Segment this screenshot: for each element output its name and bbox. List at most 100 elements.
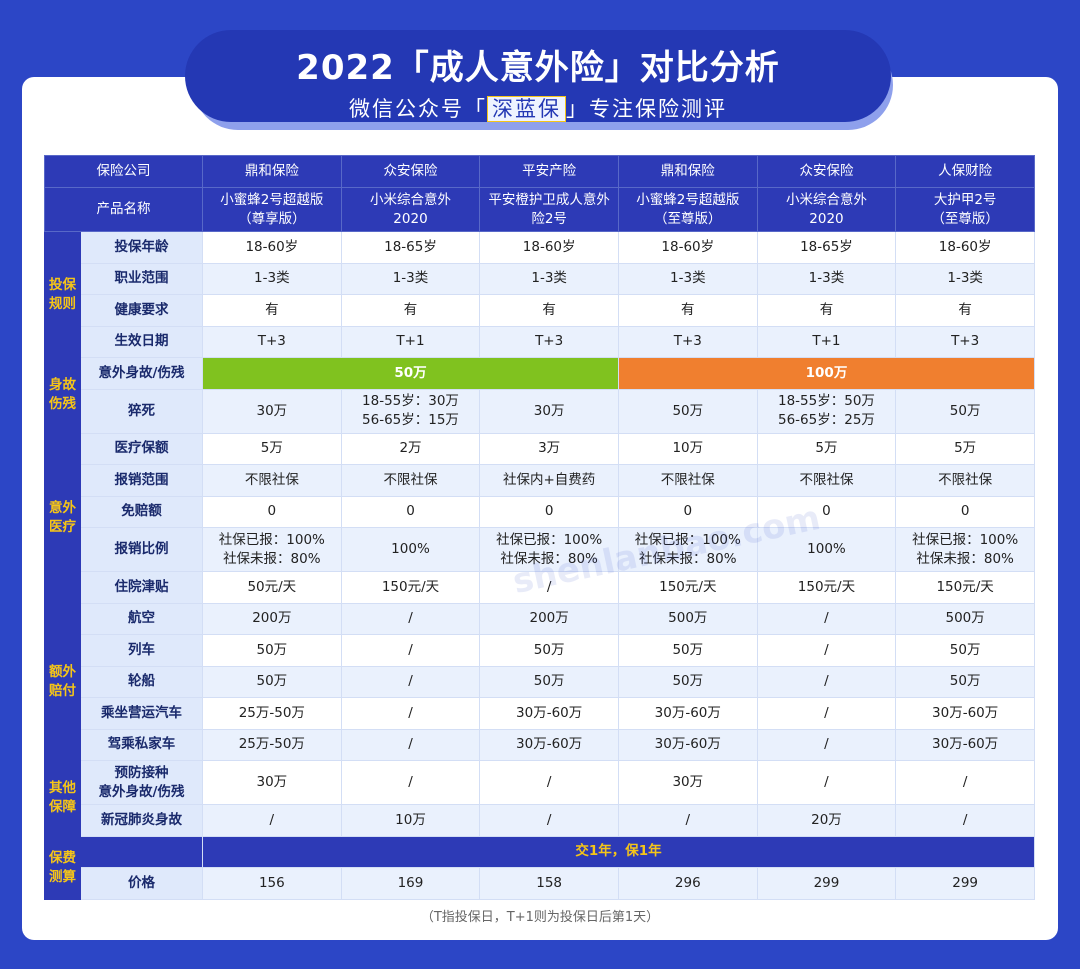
cell-text: 5万 (260, 440, 283, 457)
value-cell: 200万 (479, 602, 619, 635)
cell-text: 50万 (949, 641, 981, 658)
cell-text: / (408, 610, 413, 627)
cell-text: / (408, 736, 413, 753)
text-line: 大护甲2号 (933, 191, 997, 208)
cell-text: / (824, 673, 829, 690)
value-cell: 100万 (617, 357, 1036, 390)
value-cell: 社保已报：100% 社保未报：80% (479, 527, 619, 572)
title-banner: 2022「成人意外险」对比分析 微信公众号「 深蓝保 」专注保险测评 (185, 30, 891, 122)
value-cell: 30万-60万 (479, 728, 619, 761)
value-cell: 25万-50万 (202, 728, 342, 761)
cell-text: 18-65岁 (384, 238, 437, 255)
cell-text: 200万 (252, 610, 292, 627)
row-label: 价格 (80, 867, 203, 900)
text-line: 平安橙护卫成人意外 (488, 191, 610, 208)
value-cell: 50万 (617, 634, 758, 667)
text-line: 小蜜蜂2号超越版 (636, 191, 740, 208)
text-line: 小米综合意外 (369, 191, 451, 208)
value-cell: 50元/天 (202, 571, 342, 604)
value-cell: 30万-60万 (617, 697, 758, 730)
value-cell: 150元/天 (756, 571, 897, 604)
value-cell: 30万 (617, 760, 758, 805)
value-cell: 25万-50万 (202, 697, 342, 730)
value-cell: 299 (895, 867, 1035, 900)
value-cell: 有 (617, 294, 758, 327)
cell-text: / (269, 811, 275, 828)
footnote: （T指投保日，T+1则为投保日后第1天） (420, 910, 660, 925)
value-cell: 299 (756, 867, 897, 900)
header-label: 保险公司 (44, 155, 203, 188)
cell-text: 驾乘私家车 (107, 736, 176, 753)
cell-text: 30万-60万 (654, 704, 721, 721)
cell-text: T+1 (396, 333, 425, 350)
cell-text: 25万-50万 (238, 736, 305, 753)
cell-text: 1-3类 (670, 270, 706, 287)
value-cell: 150元/天 (340, 571, 481, 604)
table-row: 猝死 30万 18-55岁：30万 56-65岁：15万 30万 50万 18-55岁：50… (45, 388, 1035, 434)
cell-text: 18-60岁 (938, 238, 992, 255)
value-cell: 30万-60万 (617, 728, 758, 761)
cell-text: 100% (807, 541, 846, 557)
cell-text: / (824, 641, 829, 658)
cell-text: 新冠肺炎身故 (101, 811, 182, 828)
cell-text: 10万 (395, 811, 426, 828)
cell-text: T+3 (535, 333, 564, 350)
cell-text: 免赔额 (121, 503, 162, 520)
cell-text: 50万 (394, 364, 427, 381)
cell-text: 200万 (529, 610, 569, 627)
value-cell: 50万 (895, 388, 1035, 434)
value-cell: 有 (895, 294, 1035, 327)
cell-text: 鼎和保险 (244, 163, 299, 179)
cell-text: / (824, 736, 829, 753)
table-row: 健康要求 有 有 有 有 有 有 (45, 294, 1035, 327)
cell-text: 50万 (672, 673, 704, 690)
value-cell: / (340, 602, 481, 635)
cell-text: 50万 (949, 402, 981, 419)
cell-text: 报销比例 (114, 541, 169, 557)
title: 2022「成人意外险」对比分析 (296, 48, 780, 88)
value-cell: 0 (479, 495, 619, 528)
cell-text: 不限社保 (244, 471, 299, 488)
table-row: 免赔额 0 0 0 0 0 0 (45, 495, 1035, 528)
cell-text: 5万 (815, 440, 838, 457)
value-cell: 500万 (895, 602, 1035, 635)
cell-text: 150元/天 (659, 578, 717, 595)
value-cell: 18-60岁 (202, 231, 342, 264)
cell-text: 投保年龄 (114, 238, 169, 255)
table-row: 驾乘私家车 25万-50万 / 30万-60万 30万-60万 / 30万-60万 (45, 728, 1035, 761)
text-line: 规则 (49, 295, 76, 312)
value-cell: 0 (202, 495, 342, 528)
text-line: 社保未报：80% (639, 550, 737, 567)
value-cell: 30万-60万 (479, 697, 619, 730)
cell-text: 30万-60万 (654, 736, 721, 753)
cell-text: 不限社保 (660, 471, 715, 488)
cell-text: 有 (265, 301, 279, 318)
subtitle-text: 」专注保险测评 (566, 97, 727, 121)
value-cell: 5万 (756, 432, 897, 465)
value-cell: 50万 (202, 634, 342, 667)
cell-text: 产品名称 (96, 201, 151, 217)
value-cell: / (479, 760, 619, 805)
text-line: （至尊版） (654, 210, 722, 227)
text-line: 险2号 (531, 210, 567, 227)
table-row: 意外 医疗 医疗保额 5万 2万 3万 10万 5万 5万 (44, 432, 1035, 604)
cell-text: / (546, 774, 552, 790)
cell-text: 100% (391, 541, 430, 557)
cell-text: 1-3类 (808, 270, 845, 287)
cell-text: 296 (674, 874, 701, 891)
value-cell: T+3 (479, 325, 619, 358)
value-cell: 169 (340, 867, 481, 900)
cell-text: T+3 (951, 333, 980, 350)
subtitle: 微信公众号「 深蓝保 」专注保险测评 (185, 93, 891, 123)
cell-text: 50元/天 (247, 578, 297, 595)
cell-text: 18-60岁 (522, 238, 576, 255)
header-cell: 小米综合意外 2020 (756, 187, 897, 232)
header-cell: 平安产险 (479, 155, 619, 188)
value-cell: 1-3类 (895, 262, 1035, 295)
cell-text: 有 (403, 301, 418, 318)
text-line: 2020 (809, 210, 844, 227)
row-label: 列车 (80, 634, 203, 667)
header-cell: 鼎和保险 (617, 155, 758, 188)
row-label: 投保年龄 (80, 231, 203, 264)
cell-text: 30万-60万 (932, 736, 999, 753)
